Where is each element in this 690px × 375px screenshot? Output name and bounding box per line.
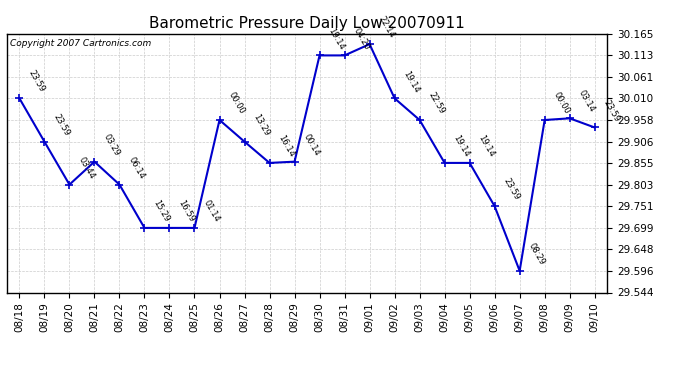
Text: 19:14: 19:14 <box>326 26 346 51</box>
Text: Copyright 2007 Cartronics.com: Copyright 2007 Cartronics.com <box>10 39 151 48</box>
Text: 16:59: 16:59 <box>177 199 196 224</box>
Text: 22:14: 22:14 <box>377 15 396 40</box>
Text: 22:59: 22:59 <box>426 91 446 116</box>
Text: 16:14: 16:14 <box>277 134 296 159</box>
Text: 23:59: 23:59 <box>26 69 46 94</box>
Title: Barometric Pressure Daily Low 20070911: Barometric Pressure Daily Low 20070911 <box>149 16 465 31</box>
Text: 23:59: 23:59 <box>502 177 522 202</box>
Text: 03:44: 03:44 <box>77 155 96 180</box>
Text: 13:29: 13:29 <box>251 112 271 138</box>
Text: 03:29: 03:29 <box>101 132 121 158</box>
Text: 23:59: 23:59 <box>51 112 71 138</box>
Text: 03:14: 03:14 <box>577 89 596 114</box>
Text: 01:14: 01:14 <box>201 199 221 224</box>
Text: 19:14: 19:14 <box>402 69 421 94</box>
Text: 06:14: 06:14 <box>126 155 146 180</box>
Text: 23:59: 23:59 <box>602 98 622 123</box>
Text: 00:14: 00:14 <box>302 132 321 158</box>
Text: 19:14: 19:14 <box>477 134 496 159</box>
Text: 00:00: 00:00 <box>551 91 571 116</box>
Text: 00:00: 00:00 <box>226 91 246 116</box>
Text: 19:14: 19:14 <box>451 134 471 159</box>
Text: 08:29: 08:29 <box>526 242 546 267</box>
Text: 15:29: 15:29 <box>151 199 171 224</box>
Text: 04:20: 04:20 <box>351 26 371 51</box>
